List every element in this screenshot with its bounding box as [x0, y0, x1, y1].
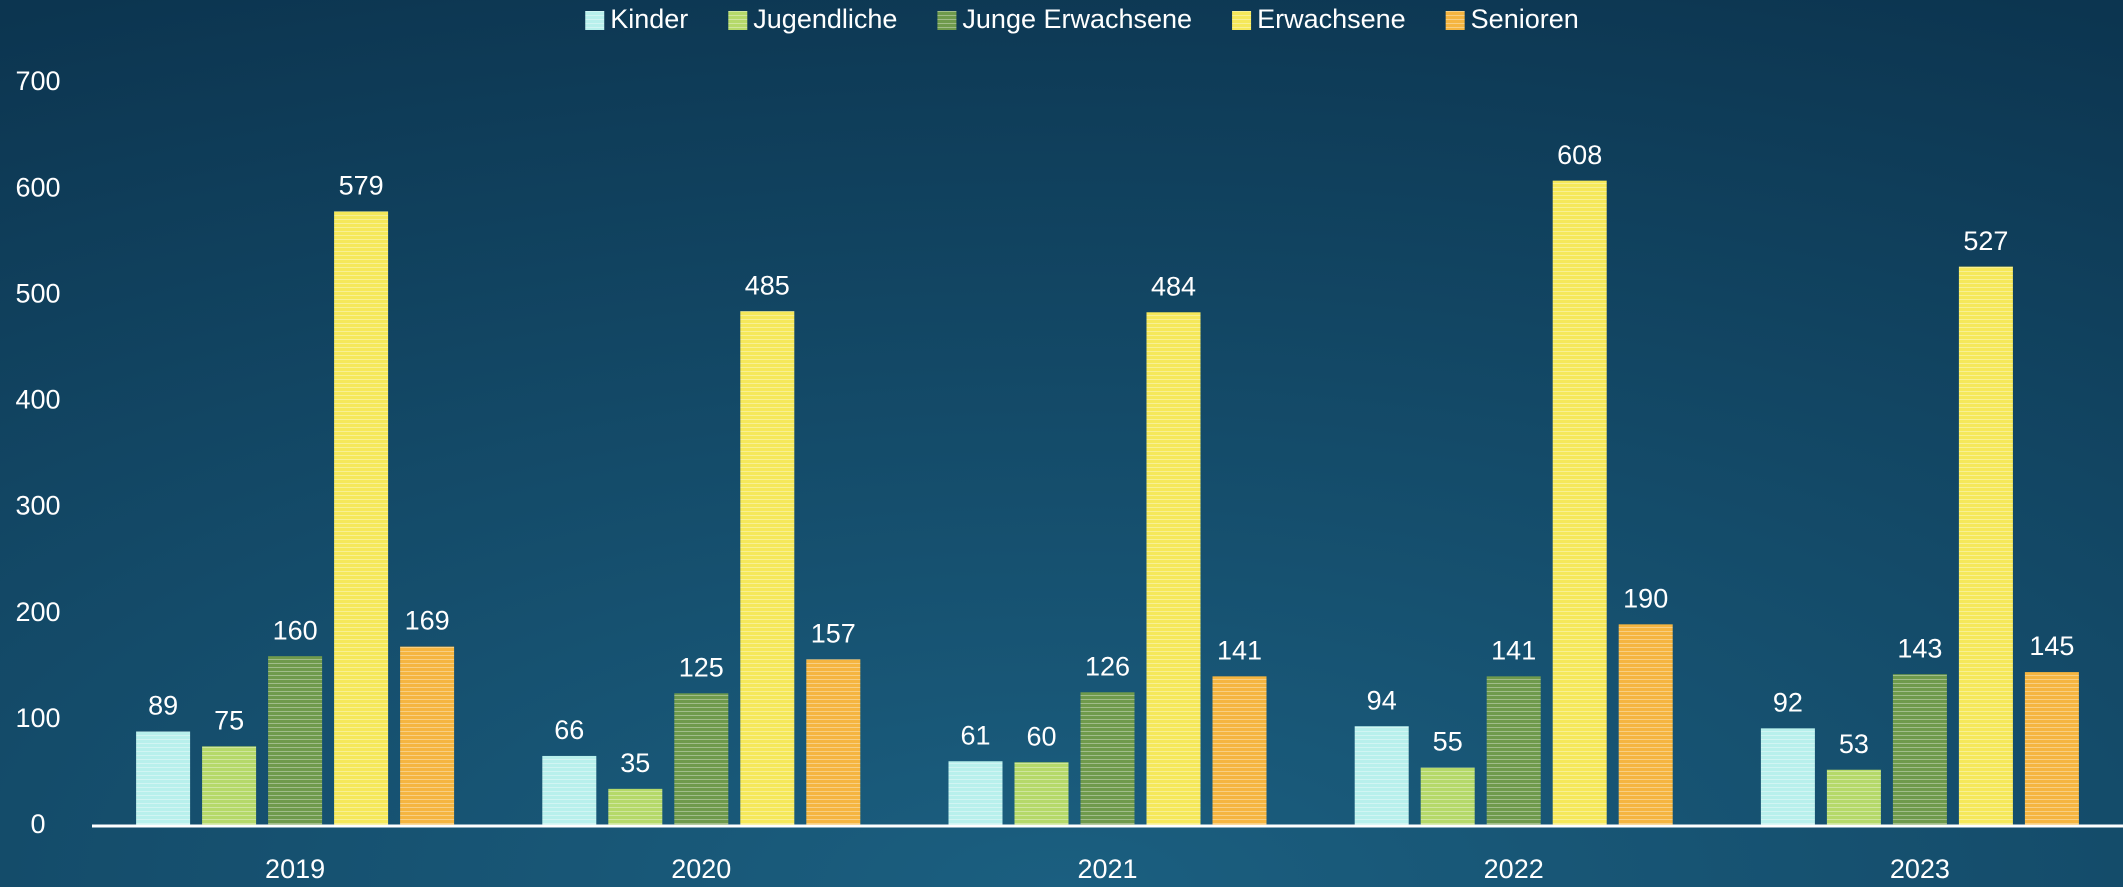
- data-label: 160: [273, 615, 318, 645]
- data-label: 527: [1963, 226, 2008, 256]
- data-label: 141: [1217, 635, 1262, 665]
- bar: [2024, 672, 2079, 826]
- y-tick-label: 600: [15, 172, 60, 202]
- bar: [1760, 728, 1815, 826]
- y-tick-label: 500: [15, 278, 60, 308]
- data-label: 55: [1433, 727, 1463, 757]
- legend-label: Kinder: [610, 4, 688, 34]
- bar: [806, 659, 861, 826]
- bar: [674, 693, 729, 826]
- bar: [1618, 624, 1673, 826]
- bar: [1486, 676, 1541, 826]
- x-tick-label: 2022: [1484, 854, 1544, 884]
- data-label: 92: [1773, 687, 1803, 717]
- y-tick-label: 100: [15, 703, 60, 733]
- data-label: 75: [214, 706, 244, 736]
- x-tick-label: 2020: [671, 854, 731, 884]
- bar: [740, 311, 795, 826]
- data-label: 579: [339, 171, 384, 201]
- x-tick-label: 2021: [1077, 854, 1137, 884]
- data-label: 66: [554, 715, 584, 745]
- bar: [268, 656, 323, 826]
- data-label: 141: [1491, 635, 1536, 665]
- legend-label: Erwachsene: [1257, 4, 1406, 34]
- data-label: 89: [148, 691, 178, 721]
- data-label: 35: [620, 748, 650, 778]
- data-label: 157: [811, 618, 856, 648]
- bar: [136, 731, 191, 826]
- bar: [542, 755, 597, 826]
- data-label: 143: [1897, 633, 1942, 663]
- data-label: 94: [1367, 685, 1397, 715]
- bar: [334, 211, 389, 826]
- y-tick-label: 200: [15, 597, 60, 627]
- data-label: 61: [960, 720, 990, 750]
- data-label: 190: [1623, 583, 1668, 613]
- legend-swatch: [728, 11, 748, 30]
- legend-label: Senioren: [1471, 4, 1579, 34]
- bar: [1354, 726, 1409, 826]
- bar: [1892, 674, 1947, 826]
- bar: [1552, 180, 1607, 826]
- data-label: 126: [1085, 651, 1130, 681]
- y-tick-label: 0: [30, 809, 45, 839]
- bar: [1080, 692, 1135, 826]
- data-label: 60: [1026, 721, 1056, 751]
- x-tick-label: 2019: [265, 854, 325, 884]
- bar: [1146, 312, 1201, 827]
- bar: [1212, 676, 1267, 826]
- bar: [1826, 769, 1881, 826]
- legend: Kinder Jugendliche Junge Erwachsene Erwachs…: [585, 4, 1579, 34]
- data-label: 485: [745, 270, 790, 300]
- y-tick-label: 400: [15, 385, 60, 415]
- y-tick-label: 700: [15, 66, 60, 96]
- bar: [1014, 762, 1069, 826]
- legend-label: Jugendliche: [753, 4, 897, 34]
- bar: [948, 761, 1003, 826]
- bar: [1420, 767, 1475, 826]
- data-label: 145: [2029, 631, 2074, 661]
- data-label: 484: [1151, 271, 1196, 301]
- data-label: 169: [405, 606, 450, 636]
- legend-swatch: [1445, 11, 1465, 30]
- legend-swatch: [1232, 11, 1252, 30]
- legend-label: Junge Erwachsene: [962, 4, 1192, 34]
- bar: [202, 746, 257, 826]
- data-label: 53: [1839, 729, 1869, 759]
- bar: [1958, 266, 2013, 826]
- data-label: 608: [1557, 140, 1602, 170]
- bar: [400, 646, 455, 826]
- bar: [608, 788, 663, 826]
- x-tick-label: 2023: [1890, 854, 1950, 884]
- legend-swatch: [937, 11, 957, 30]
- legend-swatch: [585, 11, 605, 30]
- data-label: 125: [679, 652, 724, 682]
- y-tick-label: 300: [15, 491, 60, 521]
